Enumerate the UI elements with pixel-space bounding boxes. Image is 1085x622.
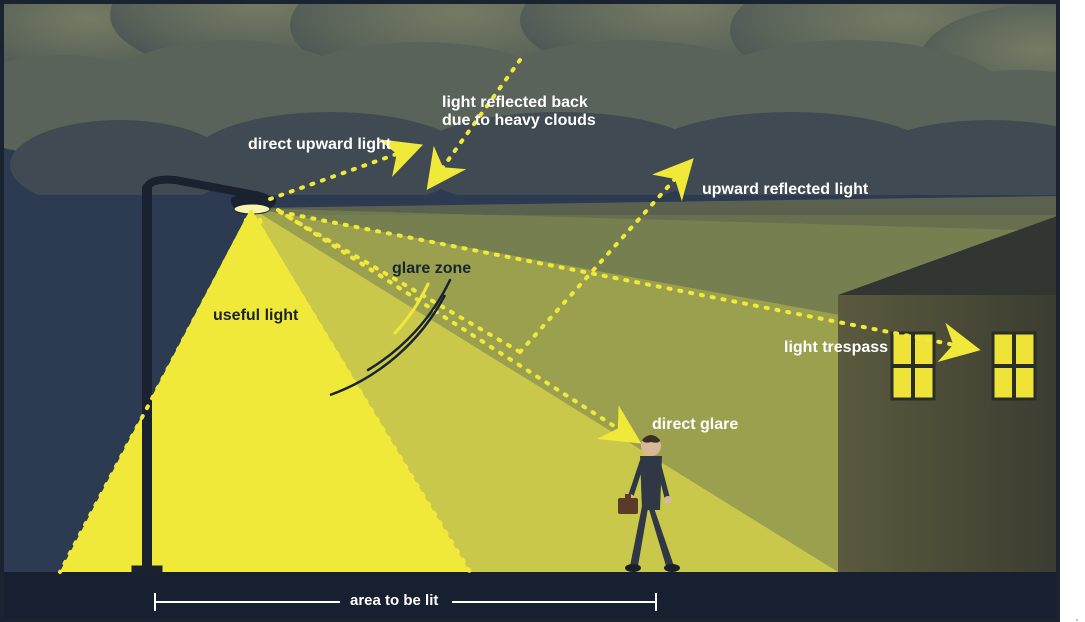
window-2 — [993, 333, 1035, 399]
label-direct-upward: direct upward light — [248, 136, 391, 154]
label-reflected-back: light reflected back due to heavy clouds — [442, 94, 596, 131]
label-upward-reflected: upward reflected light — [702, 181, 868, 199]
label-useful-light: useful light — [213, 307, 298, 325]
label-direct-glare: direct glare — [652, 416, 738, 434]
window-1 — [892, 333, 934, 399]
label-glare-zone: glare zone — [392, 260, 471, 278]
ground — [0, 572, 1060, 622]
label-area: area to be lit — [350, 592, 438, 609]
right-margin — [1060, 0, 1085, 622]
label-reflected-back-l1: light reflected back — [442, 94, 588, 111]
label-light-trespass: light trespass — [784, 339, 888, 357]
label-reflected-back-l2: due to heavy clouds — [442, 112, 596, 129]
light-pollution-diagram: direct upward light light reflected back… — [0, 0, 1085, 622]
credit-text: ADAPTED FROM AN INTERNATIONAL DARK-SKY A… — [1069, 618, 1081, 622]
